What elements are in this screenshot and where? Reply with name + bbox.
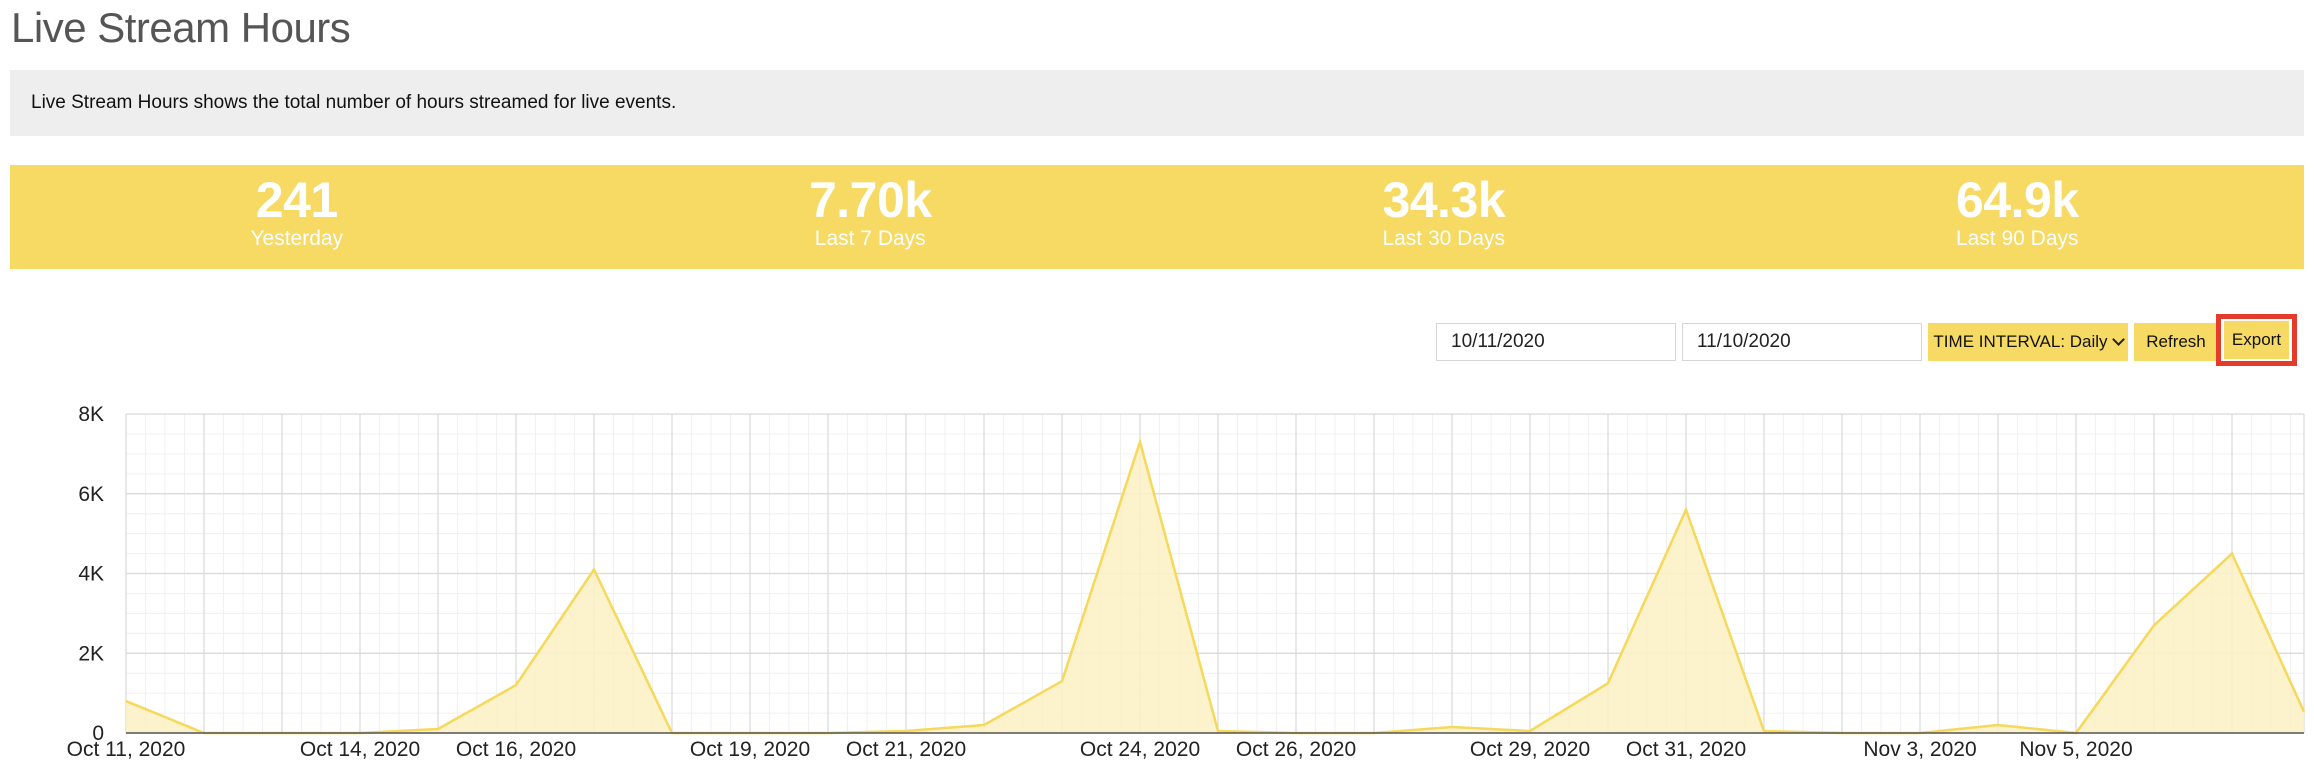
stat-label: Last 7 Days	[814, 227, 926, 250]
time-interval-label: TIME INTERVAL: Daily	[1933, 332, 2108, 351]
data-point[interactable]	[1061, 680, 1063, 682]
y-tick-label: 6K	[78, 483, 104, 506]
x-tick-label: Oct 11, 2020	[67, 738, 186, 761]
export-button[interactable]: Export	[2224, 321, 2289, 359]
description-panel: Live Stream Hours shows the total number…	[10, 70, 2304, 136]
data-point[interactable]	[437, 728, 439, 730]
data-point[interactable]	[2303, 711, 2305, 713]
refresh-button[interactable]: Refresh	[2134, 323, 2218, 361]
stat-label: Last 30 Days	[1382, 227, 1506, 250]
x-tick-label: Oct 26, 2020	[1236, 738, 1356, 761]
x-tick-label: Oct 31, 2020	[1626, 738, 1746, 761]
data-point[interactable]	[1997, 724, 1999, 726]
data-point[interactable]	[1451, 726, 1453, 728]
data-point[interactable]	[1139, 441, 1141, 443]
x-tick-label: Nov 5, 2020	[2019, 738, 2132, 761]
data-point[interactable]	[1685, 509, 1687, 511]
x-tick-label: Oct 24, 2020	[1080, 738, 1200, 761]
stat-yesterday: 241 Yesterday	[10, 165, 584, 269]
x-tick-label: Oct 16, 2020	[456, 738, 576, 761]
start-date-input[interactable]	[1436, 323, 1676, 361]
stat-last-7-days: 7.70k Last 7 Days	[584, 165, 1158, 269]
data-point[interactable]	[1763, 730, 1765, 732]
data-point[interactable]	[1529, 730, 1531, 732]
refresh-label: Refresh	[2146, 332, 2206, 351]
data-point[interactable]	[905, 730, 907, 732]
data-point[interactable]	[983, 724, 985, 726]
y-tick-label: 8K	[78, 403, 104, 426]
stat-last-30-days: 34.3k Last 30 Days	[1157, 165, 1731, 269]
data-point[interactable]	[1217, 730, 1219, 732]
stat-value: 7.70k	[808, 172, 932, 228]
stat-label: Yesterday	[250, 227, 344, 250]
y-tick-label: 2K	[78, 642, 104, 665]
stat-value: 34.3k	[1382, 172, 1506, 228]
chart-y-axis: 0 2K 4K 6K 8K	[78, 403, 104, 745]
y-tick-label: 4K	[78, 563, 104, 586]
data-point[interactable]	[1607, 682, 1609, 684]
series-area	[126, 441, 2304, 733]
data-point[interactable]	[515, 684, 517, 686]
stat-last-90-days: 64.9k Last 90 Days	[1731, 165, 2305, 269]
stat-value: 241	[255, 172, 338, 228]
x-tick-label: Nov 3, 2020	[1863, 738, 1976, 761]
chart-major-grid	[125, 413, 2305, 734]
export-highlight: Export	[2216, 314, 2297, 366]
data-point[interactable]	[593, 569, 595, 571]
export-label: Export	[2231, 330, 2282, 349]
y-tick-label: 0	[92, 722, 104, 745]
x-tick-label: Oct 29, 2020	[1470, 738, 1590, 761]
time-interval-dropdown[interactable]: TIME INTERVAL: Daily	[1928, 323, 2128, 361]
x-tick-label: Oct 21, 2020	[846, 738, 966, 761]
stats-band: 241 Yesterday 7.70k Last 7 Days 34.3k La…	[10, 165, 2304, 269]
chart-series	[125, 437, 2306, 735]
data-point[interactable]	[2153, 624, 2155, 626]
page-title: Live Stream Hours	[11, 4, 351, 51]
description-text: Live Stream Hours shows the total number…	[31, 92, 677, 113]
data-point[interactable]	[2231, 553, 2233, 555]
stat-label: Last 90 Days	[1955, 227, 2079, 250]
data-point[interactable]	[125, 700, 127, 702]
stat-value: 64.9k	[1955, 172, 2079, 228]
end-date-input[interactable]	[1682, 323, 1922, 361]
live-stream-hours-chart: 0 2K 4K 6K 8K Oct 11, 2020 Oct 14, 2020 Oct 16…	[67, 403, 2306, 761]
x-tick-label: Oct 14, 2020	[300, 738, 420, 761]
x-tick-label: Oct 19, 2020	[690, 738, 810, 761]
chevron-down-icon	[2111, 333, 2125, 346]
series-line	[125, 437, 2306, 735]
chart-x-axis: Oct 11, 2020 Oct 14, 2020 Oct 16, 2020 Oct …	[67, 732, 2304, 761]
